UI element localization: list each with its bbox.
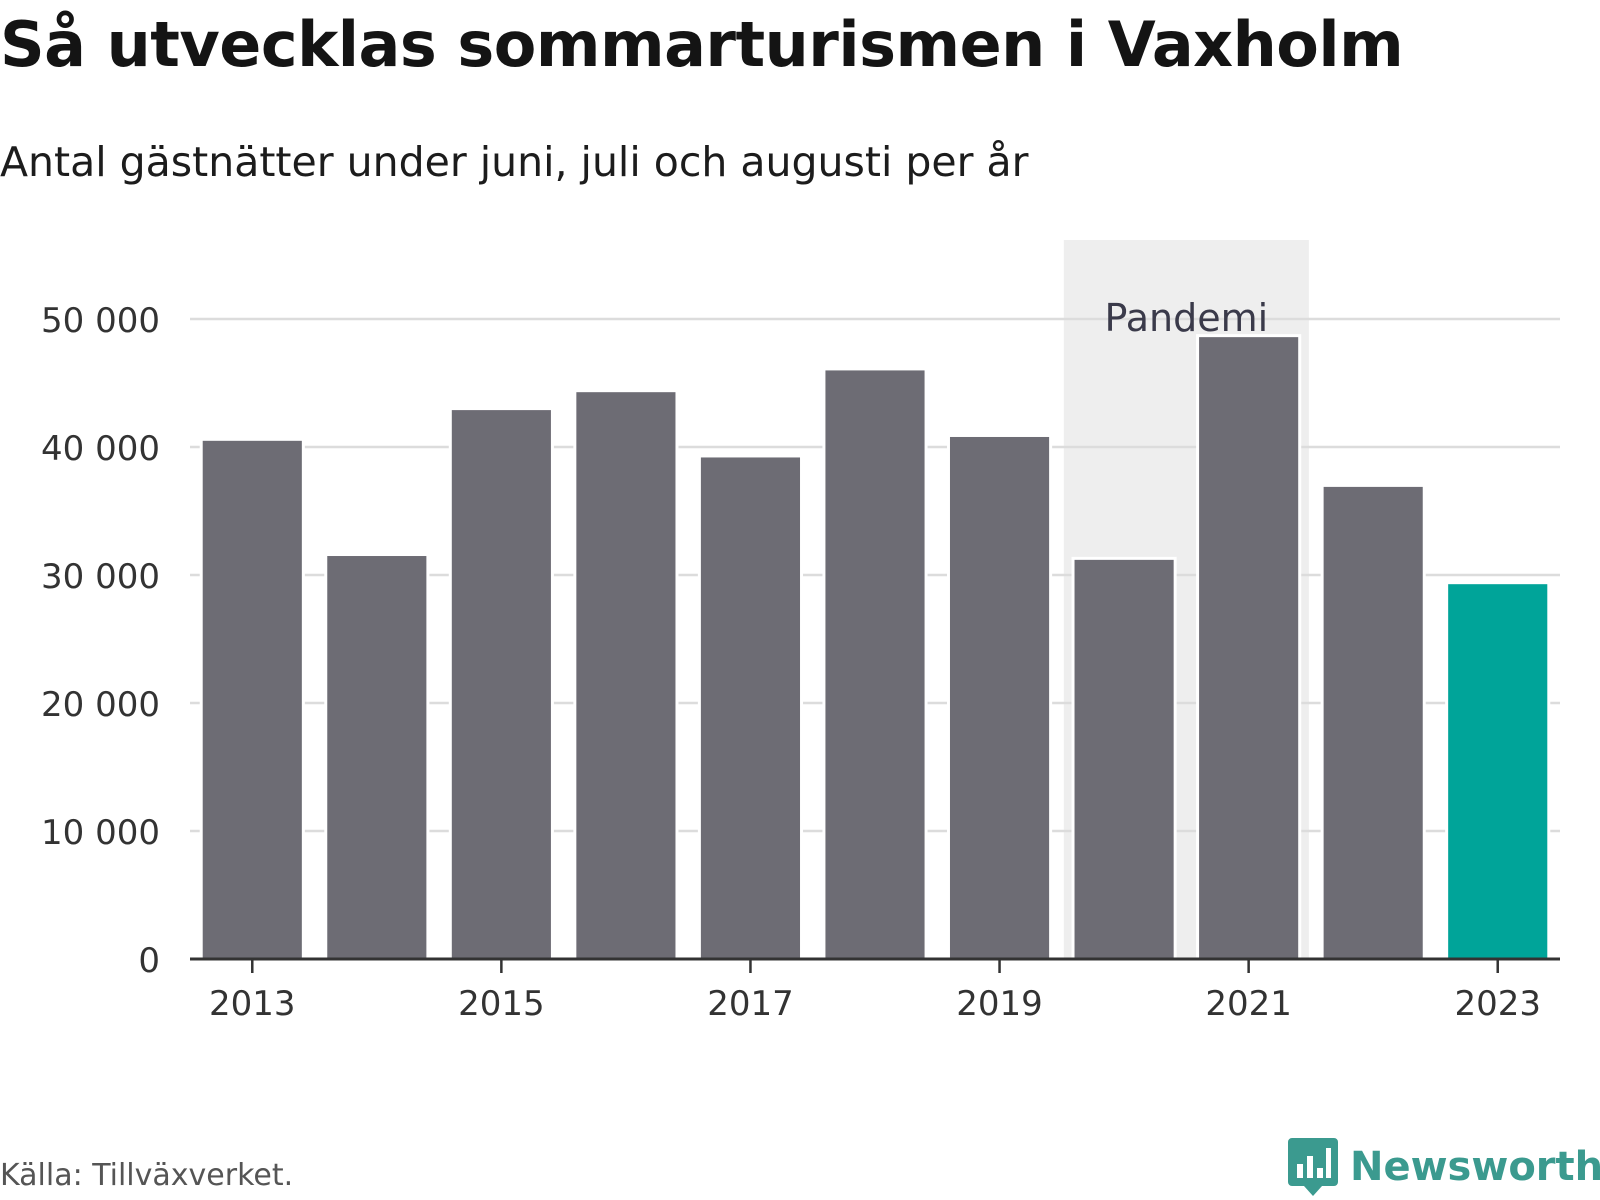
bar-2014 bbox=[324, 553, 430, 961]
chart-subtitle: Antal gästnätter under juni, juli och au… bbox=[0, 138, 1029, 186]
logo-text: Newsworthy bbox=[1350, 1144, 1600, 1190]
x-tick-label: 2017 bbox=[707, 984, 794, 1024]
bar-2013 bbox=[199, 437, 305, 961]
bar-2016 bbox=[573, 389, 679, 961]
x-tick-label: 2021 bbox=[1205, 984, 1292, 1024]
bar-2022 bbox=[1320, 483, 1426, 961]
x-tick-label: 2015 bbox=[458, 984, 545, 1024]
y-tick-label: 20 000 bbox=[41, 685, 160, 725]
y-tick-label: 50 000 bbox=[41, 301, 160, 341]
x-tick-label: 2013 bbox=[209, 984, 296, 1024]
bar-chart: Pandemi 0 10 000 20 000 30 000 40 000 50 000 20… bbox=[41, 240, 1560, 1024]
bar-2020 bbox=[1071, 556, 1177, 961]
bar-2018 bbox=[822, 367, 928, 961]
x-tick-label: 2019 bbox=[956, 984, 1043, 1024]
bar-2015 bbox=[448, 407, 554, 961]
source-note: Källa: Tillväxverket. bbox=[0, 1158, 294, 1193]
bar-2019 bbox=[946, 433, 1053, 961]
newsworthy-logo: Newsworthy bbox=[1288, 1138, 1600, 1196]
y-tick-label: 40 000 bbox=[41, 429, 160, 469]
y-tick-label: 30 000 bbox=[41, 557, 160, 597]
pandemic-label: Pandemi bbox=[1105, 296, 1269, 340]
y-tick-label: 10 000 bbox=[41, 813, 160, 853]
chart-title: Så utvecklas sommarturismen i Vaxholm bbox=[0, 8, 1404, 81]
bar-2021 bbox=[1196, 334, 1302, 961]
y-tick-label: 0 bbox=[138, 941, 160, 981]
x-tick-label: 2023 bbox=[1454, 984, 1541, 1024]
bar-2023 bbox=[1445, 581, 1551, 961]
bar-2017 bbox=[697, 454, 804, 961]
newsworthy-chart-icon bbox=[1288, 1138, 1338, 1196]
